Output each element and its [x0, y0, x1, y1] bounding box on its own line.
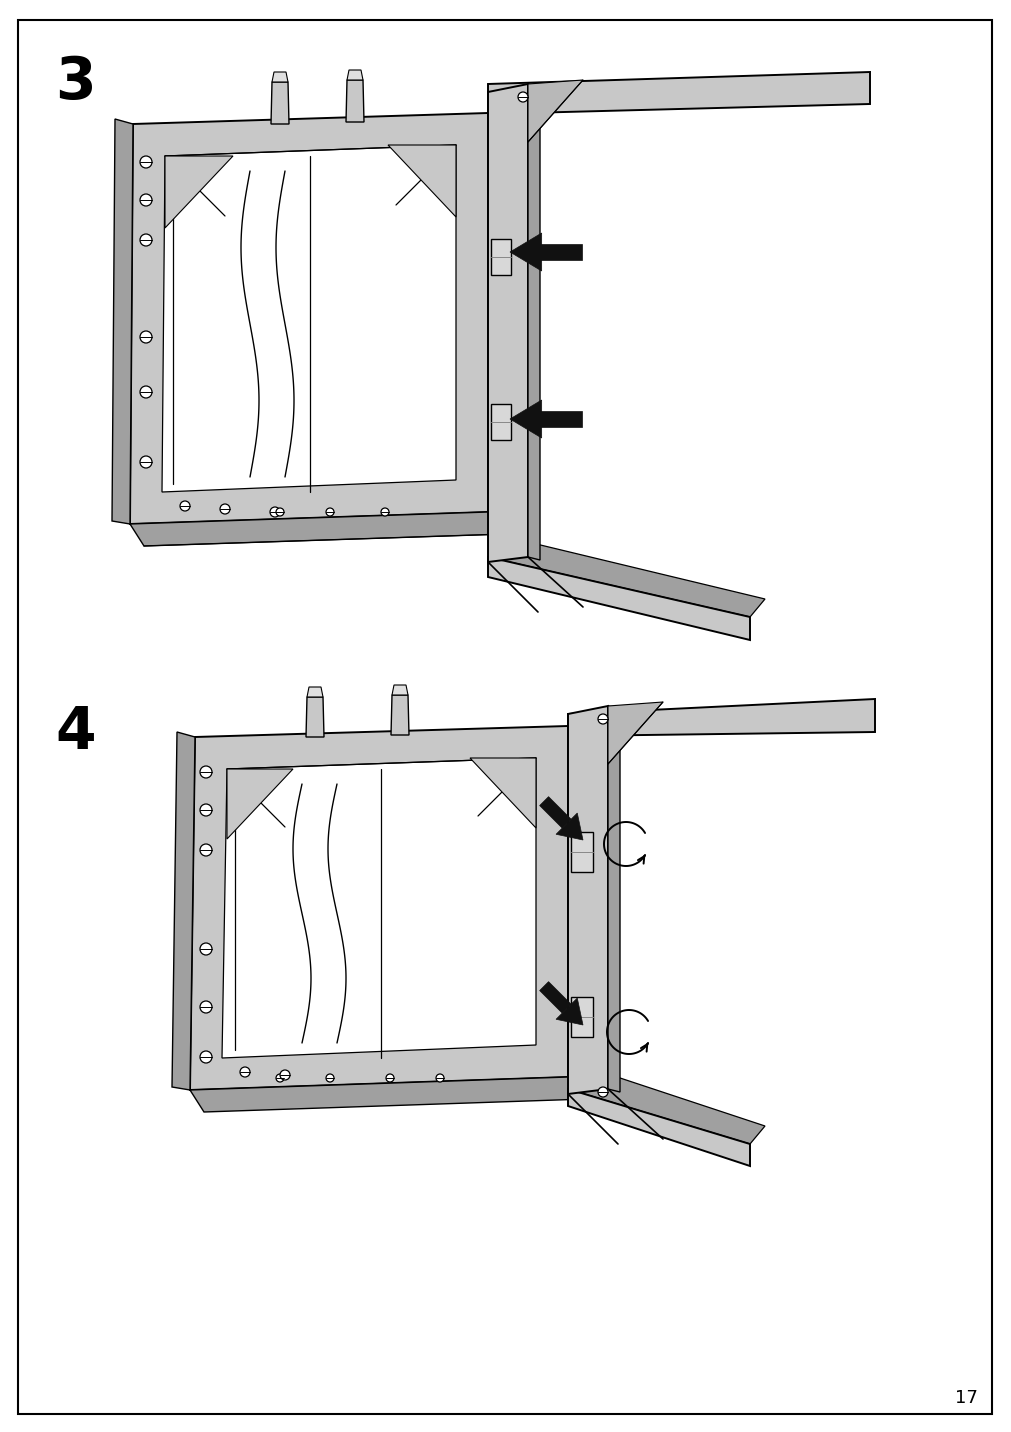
Polygon shape	[306, 687, 323, 697]
Polygon shape	[567, 699, 875, 736]
Polygon shape	[190, 726, 567, 1090]
Circle shape	[518, 92, 528, 102]
Circle shape	[598, 1087, 608, 1097]
Polygon shape	[190, 1077, 585, 1113]
Polygon shape	[537, 243, 581, 261]
Polygon shape	[226, 769, 293, 839]
Circle shape	[240, 1067, 250, 1077]
Polygon shape	[347, 70, 363, 80]
Polygon shape	[112, 119, 132, 524]
Polygon shape	[390, 695, 408, 735]
Circle shape	[140, 233, 152, 246]
Polygon shape	[129, 513, 506, 546]
Polygon shape	[129, 113, 487, 524]
Polygon shape	[165, 156, 233, 228]
Circle shape	[140, 156, 152, 168]
Polygon shape	[539, 982, 570, 1012]
Polygon shape	[567, 1074, 764, 1144]
Polygon shape	[490, 404, 511, 440]
Circle shape	[385, 1074, 393, 1083]
Polygon shape	[305, 697, 324, 737]
Polygon shape	[162, 145, 456, 493]
Polygon shape	[221, 758, 536, 1058]
Polygon shape	[528, 80, 582, 142]
Circle shape	[200, 803, 211, 816]
Polygon shape	[608, 706, 620, 1093]
Polygon shape	[555, 813, 582, 841]
Circle shape	[140, 387, 152, 398]
Polygon shape	[537, 411, 581, 427]
Text: 17: 17	[954, 1389, 977, 1408]
Circle shape	[140, 331, 152, 344]
Polygon shape	[570, 832, 592, 872]
Polygon shape	[555, 998, 582, 1025]
Polygon shape	[608, 702, 662, 765]
Polygon shape	[567, 706, 608, 1094]
Polygon shape	[528, 84, 540, 560]
Polygon shape	[570, 997, 592, 1037]
Circle shape	[380, 508, 388, 516]
Circle shape	[140, 455, 152, 468]
Circle shape	[326, 1074, 334, 1083]
Polygon shape	[487, 84, 528, 561]
Polygon shape	[510, 400, 541, 438]
Circle shape	[276, 508, 284, 516]
Polygon shape	[346, 80, 364, 122]
Circle shape	[200, 843, 211, 856]
Text: 3: 3	[55, 54, 95, 112]
Circle shape	[140, 193, 152, 206]
Circle shape	[598, 715, 608, 725]
Text: 4: 4	[55, 705, 95, 760]
Polygon shape	[172, 732, 195, 1090]
Polygon shape	[510, 233, 541, 271]
Circle shape	[200, 1051, 211, 1063]
Polygon shape	[487, 541, 764, 617]
Circle shape	[436, 1074, 444, 1083]
Polygon shape	[271, 82, 289, 125]
Circle shape	[276, 1074, 284, 1083]
Polygon shape	[469, 758, 536, 828]
Circle shape	[270, 507, 280, 517]
Polygon shape	[487, 72, 869, 115]
Circle shape	[200, 944, 211, 955]
Polygon shape	[272, 72, 288, 82]
Circle shape	[200, 766, 211, 778]
Circle shape	[326, 508, 334, 516]
Polygon shape	[490, 239, 511, 275]
Polygon shape	[487, 557, 749, 640]
Circle shape	[280, 1070, 290, 1080]
Polygon shape	[391, 684, 407, 695]
Circle shape	[219, 504, 229, 514]
Polygon shape	[387, 145, 456, 218]
Circle shape	[200, 1001, 211, 1012]
Polygon shape	[567, 1088, 749, 1166]
Circle shape	[180, 501, 190, 511]
Polygon shape	[539, 796, 570, 828]
